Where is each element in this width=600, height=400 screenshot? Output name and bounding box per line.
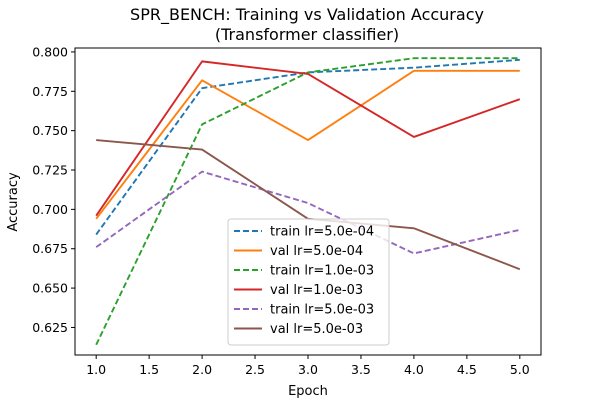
y-axis-label: Accuracy [6, 172, 21, 232]
chart-subtitle: (Transformer classifier) [215, 25, 399, 44]
y-axis: 0.625 0.650 0.675 0.700 0.725 0.750 0.775 0.800 [32, 44, 75, 335]
legend-label: train lr=5.0e-04 [270, 225, 374, 240]
y-tick-label: 0.675 [32, 241, 68, 256]
x-axis-label: Epoch [288, 384, 328, 399]
x-tick-label: 2.5 [245, 362, 265, 377]
y-tick-label: 0.650 [32, 281, 68, 296]
y-tick-label: 0.775 [32, 84, 68, 99]
series-line-2 [95, 69, 520, 220]
y-tick-label: 0.700 [32, 202, 68, 217]
x-tick-label: 4.0 [404, 362, 424, 377]
x-tick-label: 4.5 [457, 362, 477, 377]
y-tick-label: 0.750 [32, 123, 68, 138]
legend-box [227, 218, 390, 346]
legend-label: val lr=5.0e-03 [270, 322, 363, 337]
legend: train lr=5.0e-04 val lr=5.0e-04 train lr=1… [227, 218, 390, 346]
y-tick-label: 0.725 [32, 163, 68, 178]
y-tick-label: 0.800 [32, 44, 68, 59]
legend-label: val lr=5.0e-04 [270, 244, 363, 259]
legend-label: val lr=1.0e-03 [270, 283, 363, 298]
x-tick-label: 5.0 [510, 362, 530, 377]
series-line-5 [95, 170, 521, 255]
x-tick-label: 1.0 [86, 362, 106, 377]
x-tick-label: 3.0 [298, 362, 318, 377]
series-line-4 [95, 60, 521, 217]
chart-title: SPR_BENCH: Training vs Validation Accura… [130, 5, 484, 25]
x-tick-label: 3.5 [351, 362, 371, 377]
x-tick-label: 1.5 [139, 362, 159, 377]
y-tick-label: 0.625 [32, 320, 68, 335]
legend-label: train lr=1.0e-03 [270, 264, 374, 279]
legend-label: train lr=5.0e-03 [270, 303, 374, 318]
series-line-1 [95, 58, 520, 236]
x-tick-label: 2.0 [192, 362, 212, 377]
x-axis: 1.0 1.5 2.0 2.5 3.0 3.5 4.0 4.5 5.0 [86, 355, 530, 377]
